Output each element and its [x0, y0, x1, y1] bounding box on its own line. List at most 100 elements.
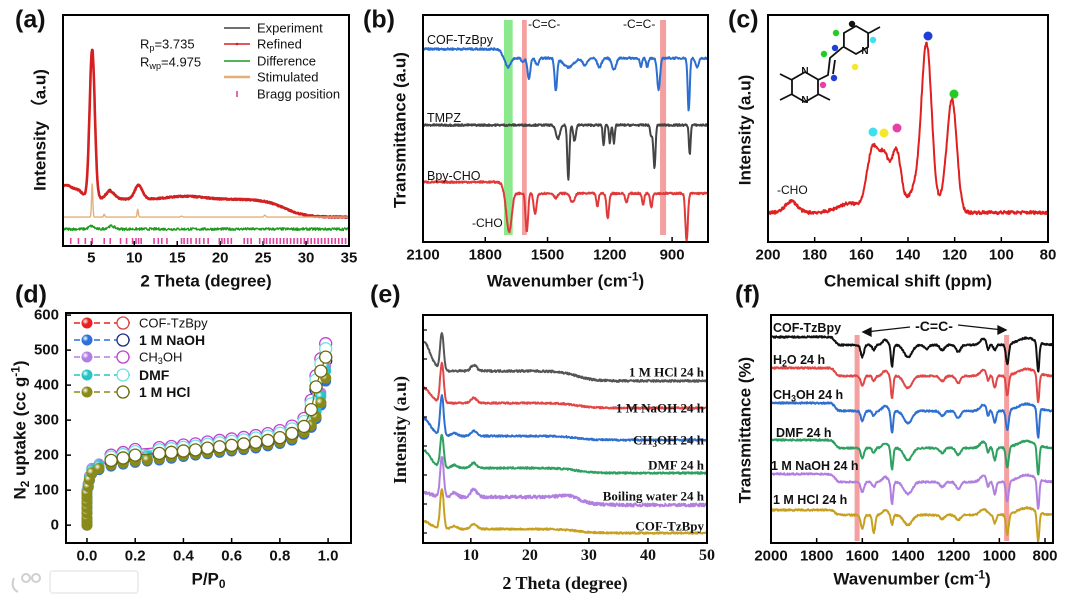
- x-tick-label: 0.2: [124, 547, 146, 565]
- legend-open-marker: [116, 368, 130, 382]
- label-part: Transmittance (%): [735, 356, 755, 504]
- x-tick-label: 800: [1032, 547, 1058, 565]
- series-line-ch3oh-24-h: [771, 401, 1053, 439]
- curve-label: COF-TzBpy: [773, 322, 841, 335]
- desorption-point: [104, 453, 118, 468]
- double-bond: [832, 59, 836, 75]
- assignment-dot: [819, 81, 827, 89]
- x-tick-label: 120: [942, 246, 968, 264]
- x-tick-label: 1500: [530, 246, 565, 264]
- x-tick-label: 10: [125, 249, 143, 267]
- plot-area: [771, 335, 1053, 543]
- label-part: OH 24 h: [795, 387, 844, 402]
- curve-label: CH3OH 24 h: [773, 387, 844, 403]
- x-tick-label: 1000: [982, 547, 1017, 565]
- plot-frame: [62, 14, 350, 247]
- label-part: Intensity （a.u): [30, 69, 50, 191]
- y-tick-label: 500: [33, 341, 59, 359]
- assignment-dot: [831, 44, 839, 52]
- label-part: OH 24 h: [657, 432, 704, 448]
- label-part: Wavenumber (cm: [486, 271, 628, 291]
- x-tick-label: 140: [895, 246, 921, 264]
- y-tick-label: 300: [33, 411, 59, 429]
- series-line-1-m-hcl-24-h: [771, 506, 1053, 543]
- plot-area: [63, 48, 349, 232]
- label-part: COF-TzBpy: [773, 320, 842, 335]
- series-line-bpy-cho: [423, 180, 708, 242]
- label-part: Intensity (a.u): [390, 375, 410, 485]
- desorption-point: [319, 350, 333, 364]
- arrowhead: [997, 324, 1008, 336]
- label-part: ): [638, 271, 645, 291]
- y-tick-label: 0: [50, 516, 59, 534]
- label-part: p: [149, 43, 155, 54]
- x-tick-label: 200: [755, 246, 781, 264]
- series-line-boiling-water-24-h: [423, 456, 707, 508]
- series-line-dmf-24-h: [423, 434, 707, 475]
- series-line-difference: [63, 224, 349, 232]
- series-line-dmf-24-h: [771, 438, 1053, 476]
- arrow-left: [865, 326, 911, 333]
- series-line-1-m-hcl-24-h: [423, 332, 707, 383]
- label-part: 3: [157, 356, 163, 367]
- curve-label: 1 M HCl 24 h: [629, 366, 704, 379]
- x-tick-label: 180: [802, 246, 828, 264]
- chart-panel-1: [422, 14, 709, 243]
- desorption-point: [297, 419, 311, 434]
- panel-label: (f): [735, 280, 760, 309]
- curve-label: 1 M NaOH 24 h: [771, 460, 859, 473]
- assignment-dot: [879, 128, 889, 138]
- x-tick-label: 1200: [593, 246, 627, 264]
- label-part: Intensity (a.u): [735, 74, 755, 186]
- x-tick-label: 25: [254, 249, 272, 267]
- y-tick-label: 400: [33, 376, 59, 394]
- chart-panel-0: [62, 14, 350, 247]
- x-tick-label: 1800: [468, 246, 502, 264]
- x-axis-title: Wavenumber (cm-1): [833, 567, 991, 589]
- legend-label: Refined: [257, 36, 302, 52]
- series-line-h2o-24-h: [771, 366, 1053, 404]
- arrow-right: [957, 324, 1004, 331]
- desorption-point: [128, 448, 142, 462]
- label-part: R: [140, 36, 150, 52]
- arrowhead: [861, 326, 872, 338]
- cc-annotation: -C=C-: [528, 17, 561, 31]
- highlight-band: [1004, 335, 1010, 541]
- label-part: -1: [974, 567, 985, 582]
- label-part: 1 M HCl 24 h: [628, 364, 704, 380]
- x-tick-label: 1600: [845, 547, 880, 565]
- assignment-dot: [869, 36, 877, 44]
- chart-panel-2: [767, 14, 1049, 243]
- legend-open-marker: [116, 350, 130, 364]
- chart-panel-3: [65, 312, 352, 544]
- x-tick-label: 20: [521, 547, 538, 564]
- desorption-point: [314, 364, 328, 378]
- x-tick-label: 80: [1039, 246, 1057, 264]
- x-tick-label: 0.8: [269, 547, 291, 565]
- curve-label: 1 M NaOH 24 h: [616, 402, 704, 415]
- pyridine-ring: [843, 24, 869, 56]
- rwp-annotation: Rwp=4.975: [140, 54, 202, 72]
- legend-open-marker: [116, 385, 130, 399]
- label-part: CH: [139, 349, 158, 365]
- label-part: =4.975: [161, 54, 202, 70]
- curve-label: 1 M HCl 24 h: [773, 494, 847, 507]
- x-tick-label: 20: [211, 249, 229, 267]
- y-tick-label: 600: [33, 306, 59, 324]
- adsorption-point: [315, 397, 327, 409]
- x-tick-label: 2100: [406, 246, 440, 264]
- legend-open-marker: [116, 333, 130, 347]
- x-tick-label: 30: [580, 547, 597, 564]
- plot-frame: [422, 14, 709, 243]
- cc-annotation: -C=C-: [623, 17, 656, 31]
- cho-annotation: -CHO: [472, 216, 503, 230]
- y-axis-title: Intensity （a.u): [30, 69, 50, 191]
- legend-filled-marker: [81, 351, 93, 363]
- x-tick-label: 100: [988, 246, 1014, 264]
- label-part: wp: [149, 61, 162, 72]
- rp-annotation: Rp=3.735: [140, 36, 195, 54]
- label-part: ): [984, 569, 991, 589]
- curve-label: COF-TzBpy: [635, 520, 704, 533]
